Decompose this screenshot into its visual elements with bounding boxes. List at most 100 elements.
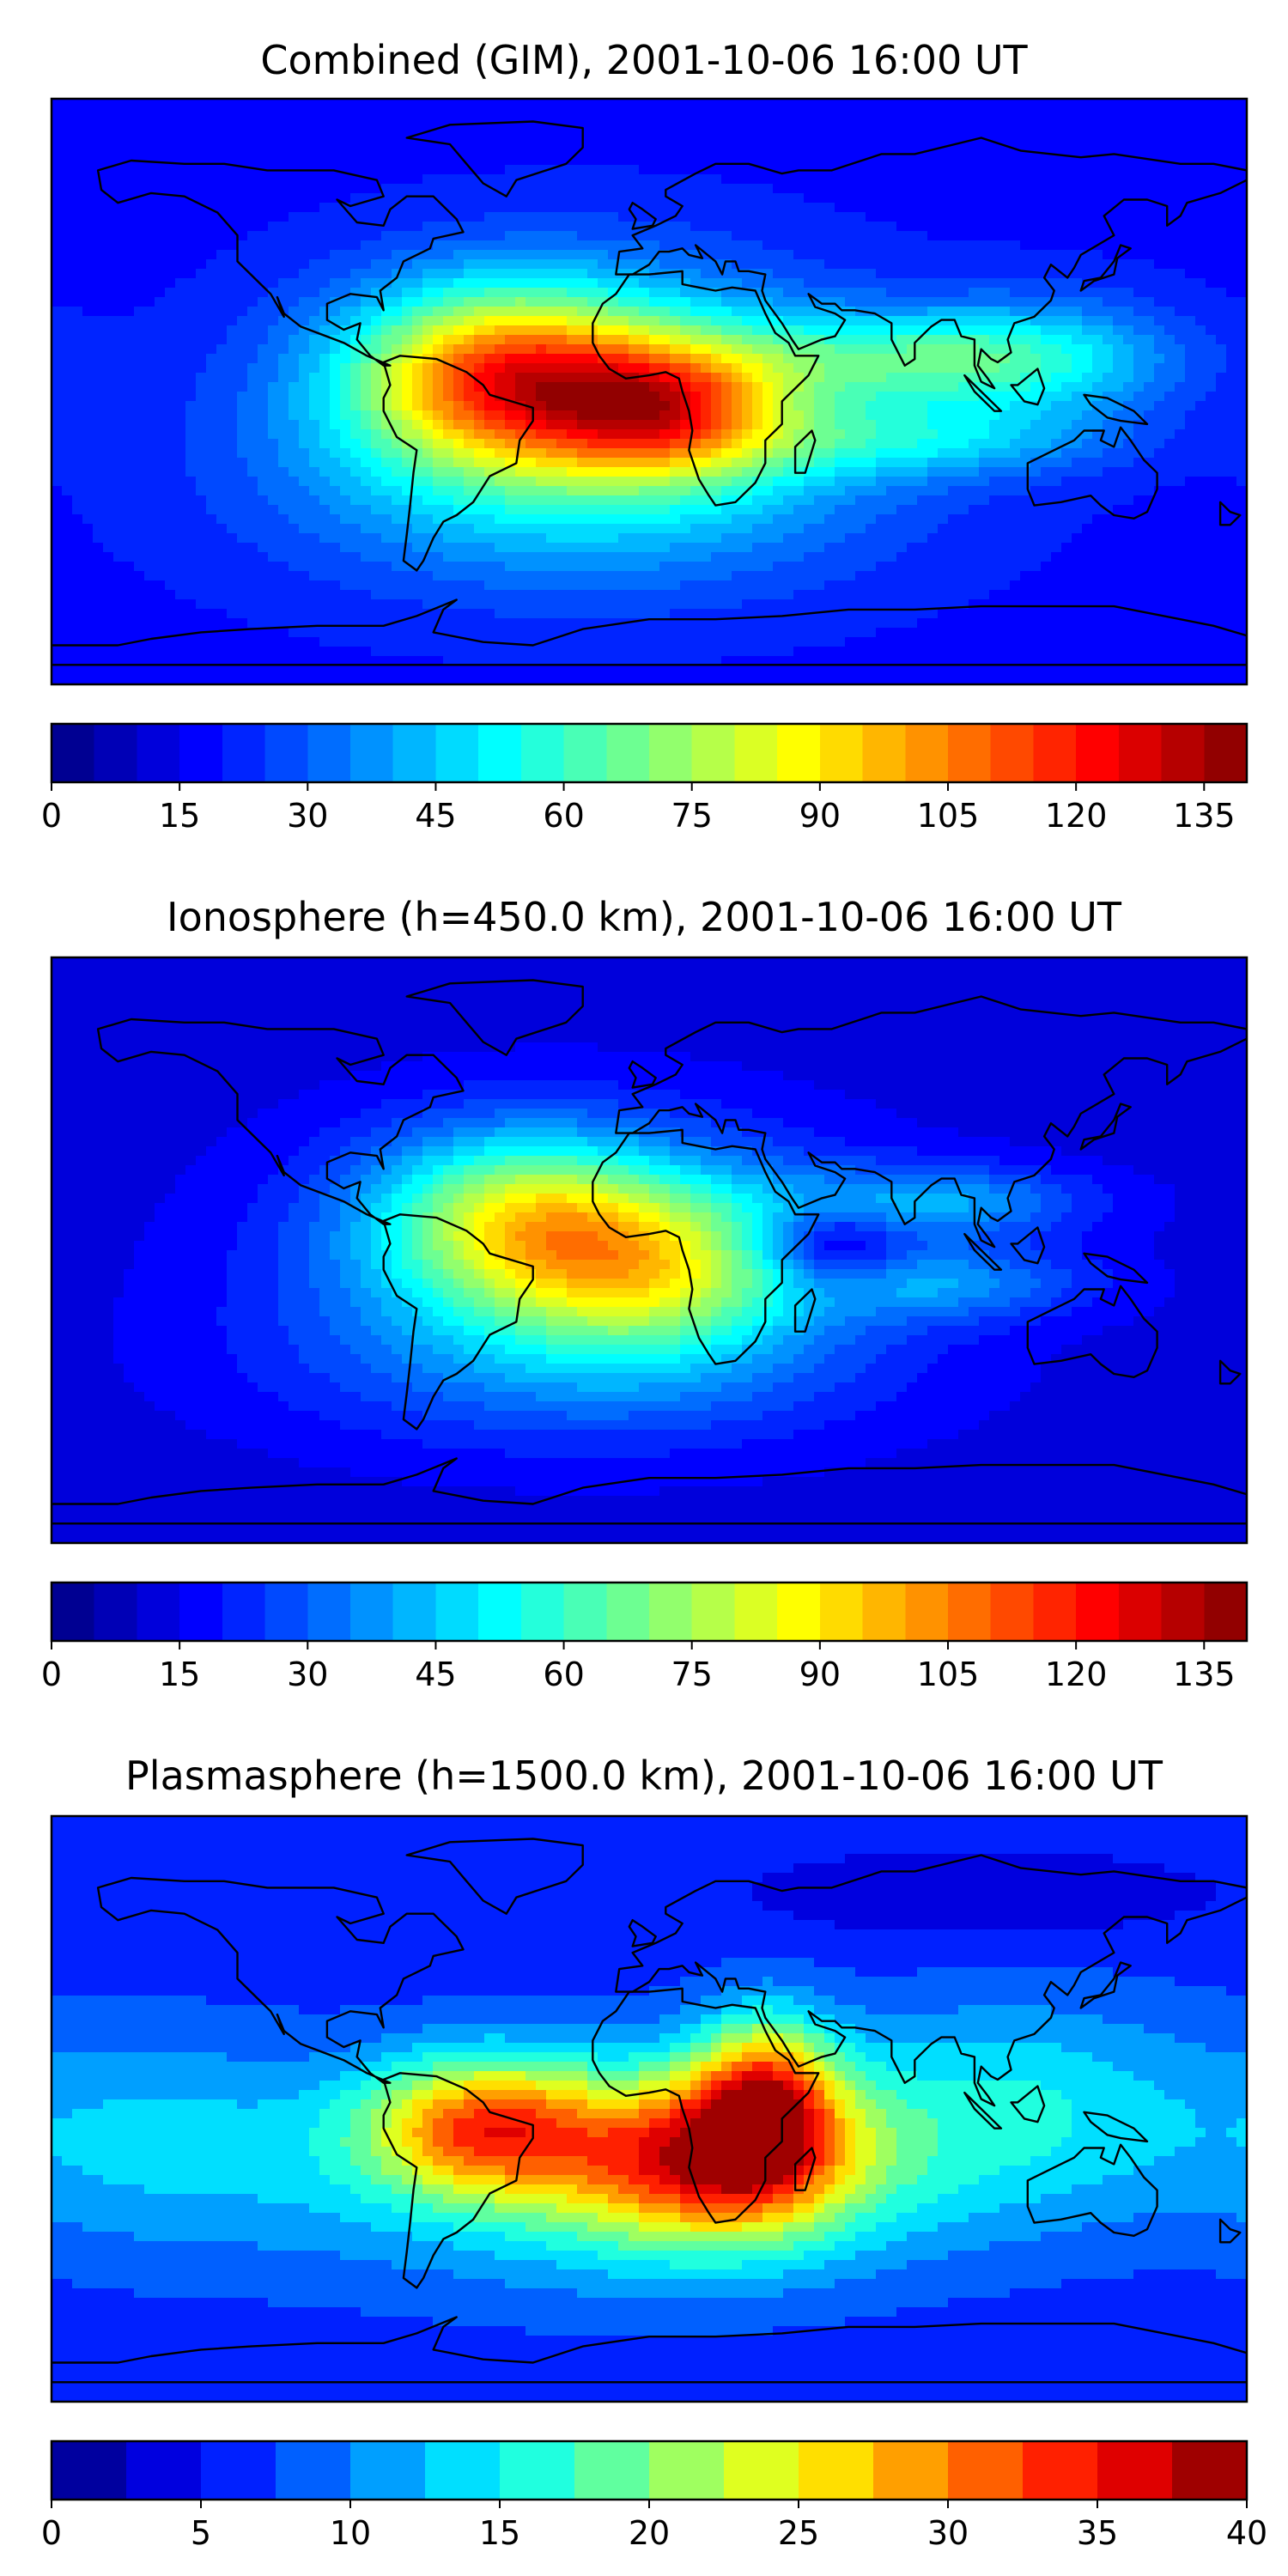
panel-2-map <box>50 956 1249 1545</box>
coastline-new-guinea <box>1083 1252 1149 1285</box>
coastline-south-america <box>382 1213 534 1431</box>
colorbar-segment <box>1033 1583 1077 1641</box>
colorbar-segment <box>478 724 522 782</box>
coastline-antarctica <box>52 2316 1247 2384</box>
colorbar-segment <box>126 2441 202 2500</box>
coastline-great-britain <box>628 201 657 230</box>
colorbar-tick-label: 105 <box>917 1656 980 1693</box>
colorbar-segment <box>94 1583 137 1641</box>
colorbar-tick-label: 60 <box>543 1656 584 1693</box>
coastlines <box>52 1838 1247 2384</box>
colorbar-tick-label: 45 <box>415 797 456 835</box>
colorbar-tick-label: 15 <box>479 2514 520 2552</box>
colorbar-segment <box>691 1583 735 1641</box>
colorbar-segment <box>734 724 778 782</box>
coastline-sumatra <box>963 2091 1003 2129</box>
panel-3-map <box>50 1814 1249 2403</box>
colorbar-segment <box>52 724 95 782</box>
colorbar-tick-label: 40 <box>1226 2514 1267 2552</box>
colorbar-tick-label: 25 <box>778 2514 819 2552</box>
panel-3-colorbar: 0 5 10 15 20 25 30 35 40 <box>41 2439 1267 2552</box>
colorbar-segment <box>563 1583 607 1641</box>
colorbar-tick-label: 10 <box>330 2514 371 2552</box>
coastline-japan <box>1079 1103 1132 1151</box>
colorbar-tick-label: 90 <box>799 1656 841 1693</box>
colorbar-segment <box>649 1583 693 1641</box>
colorbar-segment <box>137 1583 180 1641</box>
panel-2-colorbar: 0 15 30 45 60 75 90 105 120 135 <box>41 1581 1249 1693</box>
colorbar-segment <box>1204 724 1248 782</box>
colorbar-segment <box>862 1583 906 1641</box>
map-frame <box>50 956 1249 1545</box>
coastline-africa <box>592 270 820 507</box>
coastline-borneo <box>1010 2085 1046 2123</box>
coastline-south-america <box>382 355 534 572</box>
colorbar-segment <box>1118 1583 1163 1641</box>
colorbar-segment <box>948 1583 992 1641</box>
colorbar-segment <box>201 2441 276 2500</box>
colorbar-segment <box>52 2441 127 2500</box>
coastline-great-britain <box>628 1060 657 1089</box>
panel-1-title: Combined (GIM), 2001-10-06 16:00 UT <box>0 36 1288 84</box>
coastlines <box>52 120 1247 666</box>
colorbar-segment <box>1076 724 1120 782</box>
colorbar-segment <box>500 2441 575 2500</box>
panel-3-title: Plasmasphere (h=1500.0 km), 2001-10-06 1… <box>0 1752 1288 1800</box>
colorbar-tick-label: 20 <box>629 2514 670 2552</box>
colorbar-segment <box>264 1583 308 1641</box>
colorbar-tick-label: 45 <box>415 1656 456 1693</box>
map-frame <box>50 1814 1249 2403</box>
coastline-australia <box>1026 426 1158 519</box>
colorbar-segment <box>948 724 992 782</box>
colorbar-segment <box>905 724 949 782</box>
coastline-new-guinea <box>1083 393 1149 426</box>
colorbar-tick-label: 0 <box>41 2514 62 2552</box>
coastline-madagascar <box>793 1288 817 1333</box>
colorbar-segment <box>222 724 266 782</box>
colorbar-segment <box>52 1583 95 1641</box>
tec-contour-fill <box>52 1816 1247 2402</box>
colorbar-segment <box>734 1583 778 1641</box>
map-frame <box>50 97 1249 686</box>
colorbar-segment <box>990 1583 1034 1641</box>
colorbar-segment <box>350 2441 426 2500</box>
coastline-antarctica <box>52 1457 1247 1525</box>
colorbar-segment <box>478 1583 522 1641</box>
coastline-japan <box>1079 244 1132 292</box>
colorbar-tick-label: 15 <box>159 1656 200 1693</box>
colorbar-segment <box>948 2441 1024 2500</box>
colorbar-segment <box>392 1583 436 1641</box>
coastlines <box>52 979 1247 1525</box>
colorbar-segment <box>873 2441 949 2500</box>
colorbar-tick-label: 135 <box>1173 1656 1236 1693</box>
colorbar-segment <box>1161 1583 1205 1641</box>
colorbar-segment <box>520 1583 565 1641</box>
coastline-australia <box>1026 1285 1158 1379</box>
coastline-japan <box>1079 1961 1132 2009</box>
colorbar-segment <box>350 1583 394 1641</box>
colorbar-tick-label: 0 <box>41 797 62 835</box>
colorbar-tick-label: 15 <box>159 797 200 835</box>
colorbar-segment <box>799 2441 874 2500</box>
colorbar-segment <box>137 724 180 782</box>
colorbar-segment <box>819 724 864 782</box>
coastline-antarctica <box>52 598 1247 666</box>
panel-1-colorbar: 0 15 30 45 60 75 90 105 120 135 <box>41 722 1249 835</box>
colorbar-segment <box>276 2441 351 2500</box>
colorbar-segment <box>307 1583 351 1641</box>
panel-1-map <box>50 97 1249 686</box>
colorbar-segment <box>574 2441 650 2500</box>
colorbar-segment <box>990 724 1034 782</box>
colorbar-tick-label: 120 <box>1045 797 1108 835</box>
coastline-greenland <box>405 979 584 1056</box>
coastline-sumatra <box>963 1232 1003 1271</box>
colorbar-tick-label: 90 <box>799 797 841 835</box>
coastline-borneo <box>1010 368 1046 406</box>
colorbar-segment <box>1204 1583 1248 1641</box>
colorbar-segment <box>649 2441 725 2500</box>
tec-contour-fill <box>52 99 1247 684</box>
colorbar-segment <box>1172 2441 1248 2500</box>
coastline-africa <box>592 1128 820 1365</box>
colorbar-tick-label: 75 <box>671 1656 713 1693</box>
